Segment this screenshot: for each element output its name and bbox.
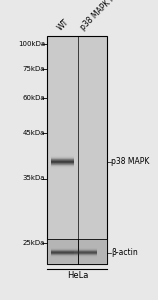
Bar xyxy=(74,253,97,254)
Text: p38 MAPK KO: p38 MAPK KO xyxy=(79,0,122,32)
Bar xyxy=(74,254,97,255)
Bar xyxy=(51,248,74,249)
Bar xyxy=(51,255,74,256)
Bar xyxy=(74,248,97,249)
Bar xyxy=(51,155,74,156)
Bar xyxy=(47,36,107,264)
Bar xyxy=(51,158,74,159)
Bar xyxy=(51,256,74,257)
Bar xyxy=(51,168,74,169)
Bar xyxy=(51,160,74,161)
Bar xyxy=(51,164,74,165)
Bar xyxy=(51,163,74,164)
Text: 45kDa: 45kDa xyxy=(23,130,45,136)
Text: 100kDa: 100kDa xyxy=(18,40,45,46)
Text: 35kDa: 35kDa xyxy=(23,176,45,182)
Bar xyxy=(51,161,74,162)
Text: 25kDa: 25kDa xyxy=(23,240,45,246)
Bar xyxy=(74,255,97,256)
Bar xyxy=(51,257,74,258)
Bar xyxy=(74,252,97,253)
Bar xyxy=(51,160,74,161)
Bar xyxy=(51,159,74,160)
Bar xyxy=(47,239,107,264)
Bar xyxy=(51,165,74,166)
Bar xyxy=(51,167,74,168)
Bar xyxy=(51,249,74,250)
Bar xyxy=(51,162,74,163)
Text: WT: WT xyxy=(56,17,71,32)
Bar xyxy=(74,257,97,258)
Text: 60kDa: 60kDa xyxy=(22,94,45,100)
Bar xyxy=(51,251,74,252)
Bar xyxy=(74,251,97,252)
Bar xyxy=(74,249,97,250)
Bar xyxy=(51,252,74,253)
Bar xyxy=(74,256,97,257)
Text: p38 MAPK: p38 MAPK xyxy=(111,158,150,166)
Bar xyxy=(51,166,74,167)
Bar xyxy=(51,254,74,255)
Bar xyxy=(51,250,74,251)
Bar xyxy=(51,156,74,157)
Text: β-actin: β-actin xyxy=(111,248,138,257)
Text: 75kDa: 75kDa xyxy=(23,66,45,72)
Bar xyxy=(74,250,97,251)
Text: HeLa: HeLa xyxy=(67,272,88,280)
Bar xyxy=(51,253,74,254)
Bar xyxy=(51,157,74,158)
